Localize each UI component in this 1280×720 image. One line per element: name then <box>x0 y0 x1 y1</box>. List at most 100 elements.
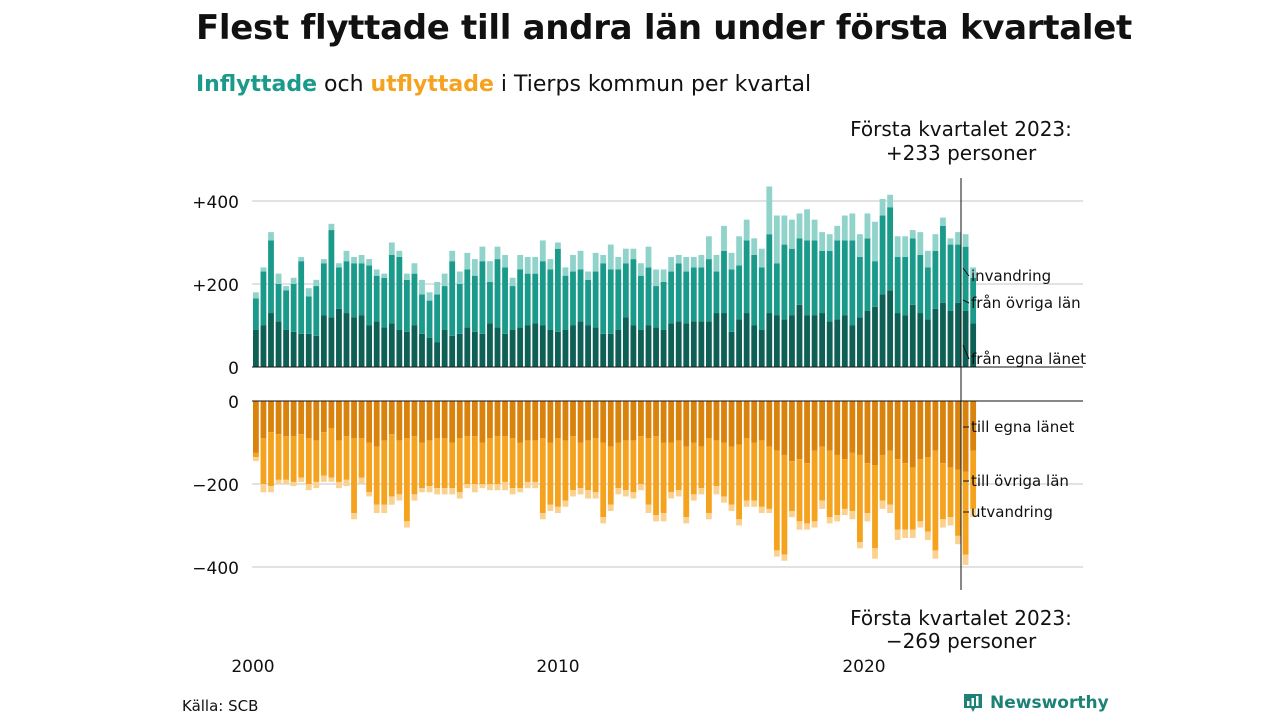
inflow-bar-segment <box>902 257 909 316</box>
outflow-bar-segment <box>819 500 826 509</box>
outflow-bar-segment <box>283 479 289 484</box>
outflow-bar-segment <box>773 450 780 551</box>
inflow-bar-segment <box>638 275 644 330</box>
outflow-bar-segment <box>728 504 735 511</box>
outflow-bar-segment <box>487 438 493 484</box>
brand-name: Newsworthy <box>990 693 1109 713</box>
inflow-bar-segment <box>283 329 289 367</box>
outflow-bar-segment <box>940 401 946 464</box>
inflow-bar-segment <box>932 250 939 309</box>
inflow-bar-segment <box>305 288 312 297</box>
inflow-bar-segment <box>320 259 327 264</box>
outflow-bar-segment <box>864 401 871 464</box>
inflow-bar-segment <box>366 259 373 266</box>
y-tick-label: −400 <box>192 559 239 579</box>
outflow-bars <box>253 401 977 565</box>
outflow-bar-segment <box>441 488 448 495</box>
inflow-bar-segment <box>471 275 478 332</box>
inflow-bar-segment <box>690 267 697 322</box>
outflow-bar-segment <box>932 450 939 551</box>
outflow-bar-segment <box>268 432 274 487</box>
outflow-bar-segment <box>909 401 916 468</box>
outflow-bar-segment <box>660 401 667 443</box>
inflow-bar-segment <box>517 327 524 367</box>
series-label: utvandring <box>971 503 1053 521</box>
outflow-bar-segment <box>260 484 267 493</box>
outflow-bar-segment <box>781 454 788 555</box>
inflow-bar-segment <box>902 236 909 258</box>
outflow-bar-segment <box>517 488 524 493</box>
inflow-bar-segment <box>924 267 931 320</box>
inflow-bar-segment <box>962 310 969 367</box>
inflow-bar-segment <box>721 250 727 314</box>
inflow-bar-segment <box>373 269 380 276</box>
inflow-bar-segment <box>819 313 826 367</box>
outflow-bar-segment <box>789 461 795 511</box>
outflow-bar-segment <box>630 440 637 493</box>
x-tick-labels: 2000 2010 2020 <box>231 657 885 677</box>
inflow-bar-segment <box>690 257 697 268</box>
outflow-bar-segment <box>358 477 365 484</box>
outflow-bar-segment <box>328 401 335 428</box>
inflow-bar-segment <box>713 313 720 367</box>
inflow-bar-segment <box>857 234 863 258</box>
inflow-bar-segment <box>456 333 463 367</box>
outflow-bar-segment <box>547 442 554 505</box>
inflow-bar-segment <box>909 230 916 239</box>
outflow-bar-segment <box>660 513 667 522</box>
outflow-bar-segment <box>290 401 297 437</box>
subtitle-inflow-word: Inflyttade <box>196 72 318 97</box>
outflow-bar-segment <box>298 477 305 482</box>
inflow-bar-segment <box>615 269 622 330</box>
outflow-bar-segment <box>426 486 433 493</box>
inflow-bar-segment <box>275 284 282 322</box>
outflow-bar-segment <box>630 401 637 441</box>
inflow-bar-segment <box>630 325 637 367</box>
outflow-bar-segment <box>894 459 901 530</box>
outflow-bar-segment <box>789 401 795 462</box>
outflow-bar-segment <box>962 471 969 555</box>
outflow-bar-segment <box>320 432 327 476</box>
inflow-bar-segment <box>479 333 486 367</box>
inflow-bar-segment <box>721 225 727 251</box>
outflow-bar-segment <box>366 492 373 497</box>
outflow-bar-segment <box>547 401 554 443</box>
inflow-bar-segment <box>713 254 720 272</box>
inflow-bar-segment <box>607 244 614 270</box>
inflow-bar-segment <box>758 267 765 330</box>
inflow-bar-segment <box>796 304 803 367</box>
outflow-bar-segment <box>638 484 644 491</box>
label-leader-line <box>962 267 970 277</box>
outflow-bar-segment <box>924 401 931 458</box>
outflow-bar-segment <box>585 490 591 499</box>
outflow-bar-segment <box>645 401 652 439</box>
outflow-bar-segment <box>811 450 818 522</box>
annotation-bottom-line2: −269 personer <box>886 629 1037 653</box>
outflow-bar-segment <box>622 490 629 497</box>
inflow-bar-segment <box>758 329 765 367</box>
outflow-bar-segment <box>600 442 607 518</box>
inflow-bar-segment <box>373 321 380 367</box>
outflow-bar-segment <box>909 467 916 530</box>
outflow-bar-segment <box>547 504 554 511</box>
inflow-bar-segment <box>441 286 448 330</box>
outflow-bar-segment <box>879 401 886 455</box>
outflow-bar-segment <box>577 401 584 443</box>
inflow-bar-segment <box>630 248 637 260</box>
outflow-bar-segment <box>381 440 388 505</box>
outflow-bar-segment <box>524 481 531 489</box>
outflow-bar-segment <box>396 440 403 495</box>
outflow-bar-segment <box>600 517 607 524</box>
outflow-bar-segment <box>585 401 591 441</box>
inflow-bar-segment <box>532 323 539 367</box>
inflow-bar-segment <box>872 261 878 307</box>
inflow-bar-segment <box>819 232 826 251</box>
inflow-bar-segment <box>434 281 440 295</box>
outflow-bar-segment <box>721 496 727 503</box>
inflow-bar-segment <box>320 315 327 368</box>
series-label: invandring <box>971 267 1051 285</box>
inflow-bar-segment <box>358 254 365 264</box>
outflow-bar-segment <box>607 446 614 505</box>
inflow-bar-segment <box>404 279 410 332</box>
